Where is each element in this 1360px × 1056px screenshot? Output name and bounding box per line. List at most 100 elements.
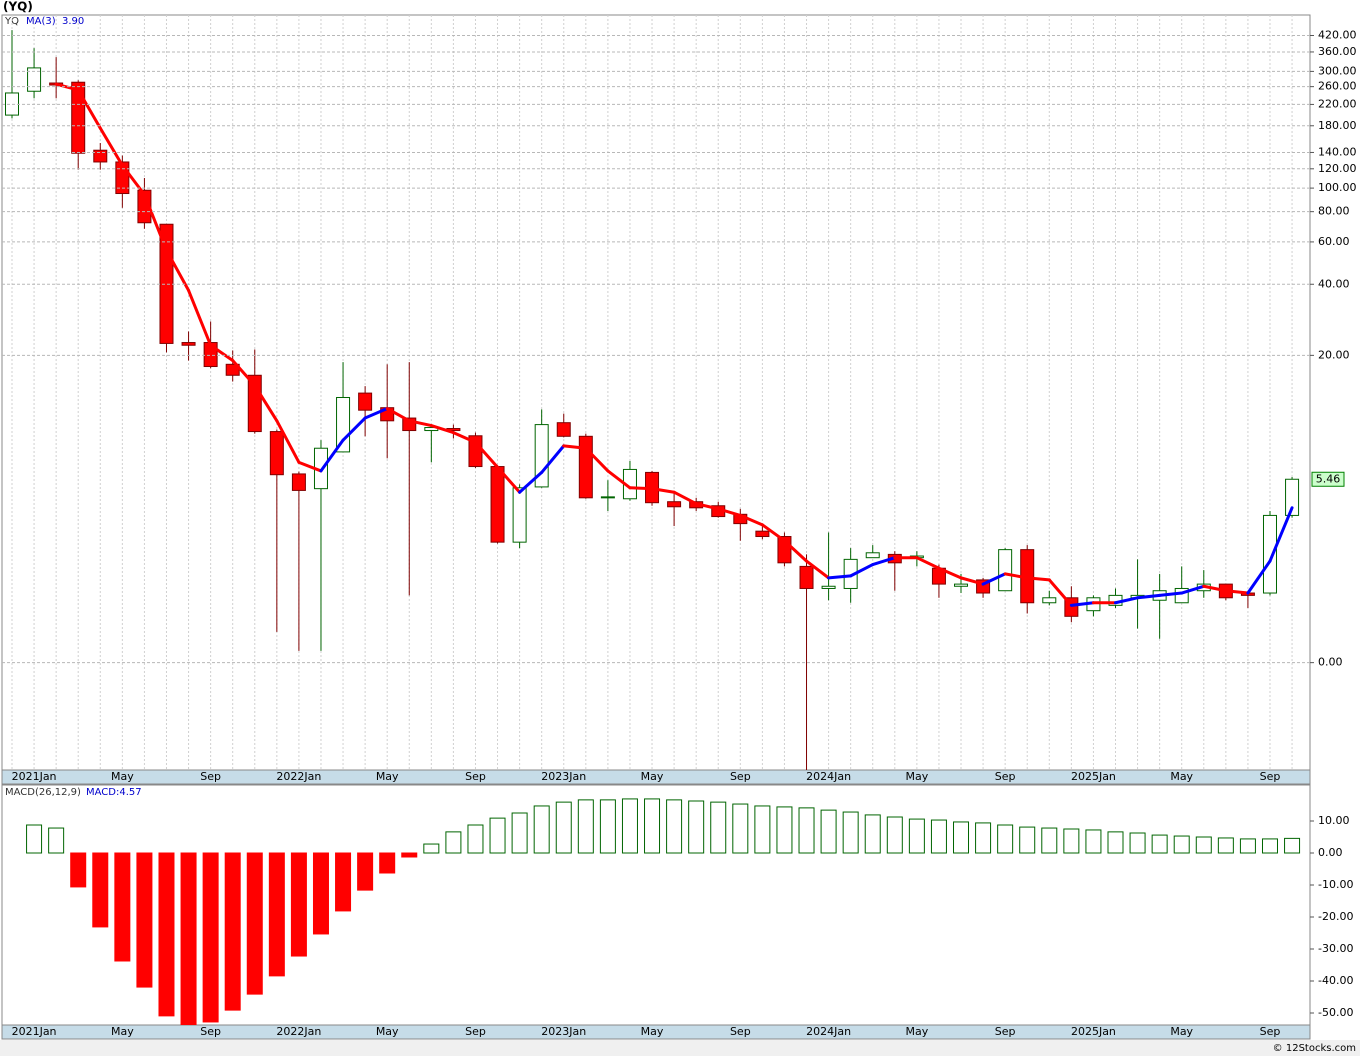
- x-tick-label: May: [641, 1025, 664, 1038]
- macd-bar: [224, 852, 241, 1011]
- ma-line: [253, 383, 279, 423]
- macd-bar: [908, 818, 925, 854]
- ma-line: [1180, 584, 1206, 595]
- x-tick-label: Sep: [465, 1025, 486, 1038]
- macd-bar: [1041, 827, 1058, 854]
- ma-line: [805, 559, 831, 580]
- candle-body: [137, 189, 152, 224]
- price-panel: [1, 14, 1311, 771]
- x-tick-label: Sep: [730, 1025, 751, 1038]
- legend-macd-value: MACD:4.57: [86, 787, 142, 798]
- ma-line: [672, 490, 698, 506]
- y-tick-label: -30.00: [1318, 942, 1353, 955]
- macd-bar: [533, 805, 550, 854]
- macd-bar: [599, 799, 616, 854]
- x-tick-label: Sep: [995, 770, 1016, 783]
- y-tick-label: 40.00: [1318, 277, 1350, 290]
- x-tick-label: Sep: [1260, 1025, 1281, 1038]
- y-tick-label: 20.00: [1318, 348, 1350, 361]
- x-tick-label: May: [641, 770, 664, 783]
- macd-bar: [1085, 829, 1102, 854]
- ma-line: [584, 446, 610, 473]
- macd-bar: [864, 814, 881, 854]
- y-tick-label: 0.00: [1318, 846, 1343, 859]
- ma-line: [716, 507, 742, 517]
- macd-bar: [1019, 826, 1036, 854]
- y-tick-label: 180.00: [1318, 119, 1357, 132]
- date-strip: [1, 1024, 1311, 1040]
- macd-bar: [776, 806, 793, 854]
- candle-body: [1285, 478, 1300, 516]
- ma-line: [540, 444, 566, 474]
- macd-bar: [997, 824, 1014, 854]
- x-tick-label: Sep: [465, 770, 486, 783]
- ma-line: [871, 556, 897, 567]
- macd-bar: [666, 799, 683, 854]
- macd-bar: [1261, 838, 1278, 854]
- candle-body: [865, 552, 880, 559]
- y-tick-label: 420.00: [1318, 29, 1357, 42]
- candle-body: [755, 530, 770, 538]
- macd-bar: [268, 852, 285, 977]
- candle-body: [1042, 597, 1057, 604]
- x-tick-label: 2022Jan: [276, 770, 321, 783]
- macd-bar: [710, 801, 727, 854]
- macd-bar: [644, 798, 661, 854]
- candle-body: [291, 473, 306, 491]
- ma-line: [782, 539, 809, 563]
- candle-body: [600, 496, 615, 499]
- macd-bar: [202, 852, 219, 1023]
- candle-body: [667, 501, 682, 508]
- x-tick-label: May: [905, 770, 928, 783]
- ma-line: [120, 163, 146, 197]
- ma-line: [1047, 578, 1073, 607]
- y-tick-label: -10.00: [1318, 878, 1353, 891]
- y-tick-label: 120.00: [1318, 162, 1357, 175]
- x-tick-label: May: [111, 770, 134, 783]
- ma-line: [209, 343, 235, 363]
- x-tick-label: 2025Jan: [1071, 770, 1116, 783]
- candle-body: [1262, 514, 1277, 594]
- ma-line: [1114, 596, 1140, 605]
- price-plot: [5, 15, 1300, 770]
- ma-line: [937, 566, 963, 580]
- date-strip: [1, 769, 1311, 785]
- candle-body: [490, 466, 505, 543]
- macd-bar: [401, 852, 418, 858]
- ma-line: [849, 563, 875, 578]
- x-tick-label: 2025Jan: [1071, 1025, 1116, 1038]
- y-tick-label: 80.00: [1318, 205, 1350, 218]
- legend-ticker: YQ: [4, 16, 19, 27]
- x-tick-label: 2021Jan: [12, 770, 57, 783]
- candle-body: [336, 396, 351, 453]
- legend-ma: MA(3): [26, 16, 56, 27]
- x-tick-label: May: [376, 1025, 399, 1038]
- ma-line: [1069, 601, 1095, 607]
- macd-bar: [1129, 832, 1146, 854]
- y-tick-label: -40.00: [1318, 974, 1353, 987]
- macd-bar: [798, 807, 815, 854]
- x-tick-label: May: [905, 1025, 928, 1038]
- x-tick-label: Sep: [200, 1025, 221, 1038]
- candle-body: [534, 424, 549, 488]
- ma-line: [1268, 506, 1294, 563]
- macd-bar: [290, 852, 307, 957]
- chart-title: (YQ): [3, 0, 33, 14]
- x-tick-label: 2023Jan: [541, 1025, 586, 1038]
- macd-bar: [158, 852, 175, 1017]
- y-tick-label: -50.00: [1318, 1006, 1353, 1019]
- ma-line: [429, 424, 455, 435]
- ma-line: [694, 502, 720, 511]
- macd-bar: [26, 824, 43, 854]
- ma-line: [297, 460, 323, 473]
- x-tick-label: 2022Jan: [276, 1025, 321, 1038]
- ma-line: [650, 487, 676, 494]
- y-tick-label: 100.00: [1318, 181, 1357, 194]
- macd-bar: [732, 803, 749, 854]
- y-tick-label: 0.00: [1318, 656, 1343, 669]
- ma-line: [363, 407, 389, 420]
- ma-line: [341, 416, 367, 442]
- candle-body: [71, 81, 86, 154]
- macd-bar: [511, 812, 528, 854]
